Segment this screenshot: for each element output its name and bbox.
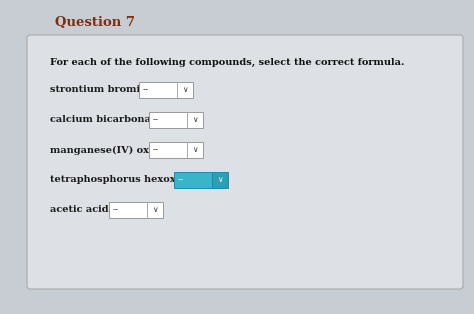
Text: --: -- <box>178 176 184 185</box>
Text: tetraphosphorus hexoxide: tetraphosphorus hexoxide <box>50 176 192 185</box>
Text: For each of the following compounds, select the correct formula.: For each of the following compounds, sel… <box>50 57 404 67</box>
Text: calcium bicarbonate: calcium bicarbonate <box>50 116 162 124</box>
Bar <box>109 202 163 218</box>
Text: --: -- <box>113 205 119 214</box>
Text: acetic acid: acetic acid <box>50 205 109 214</box>
Text: manganese(IV) oxide: manganese(IV) oxide <box>50 145 166 154</box>
Text: --: -- <box>143 85 149 95</box>
Bar <box>139 82 193 98</box>
Bar <box>174 172 212 188</box>
Text: Question 7: Question 7 <box>55 15 135 29</box>
Text: ∨: ∨ <box>192 116 198 124</box>
Text: --: -- <box>153 145 159 154</box>
Text: --: -- <box>153 116 159 124</box>
Text: ∨: ∨ <box>217 176 223 185</box>
Bar <box>149 142 203 158</box>
Text: strontium bromide: strontium bromide <box>50 85 153 95</box>
Text: ∨: ∨ <box>192 145 198 154</box>
Text: ∨: ∨ <box>182 85 188 95</box>
Bar <box>149 112 203 128</box>
FancyBboxPatch shape <box>27 35 463 289</box>
Text: ∨: ∨ <box>152 205 158 214</box>
Bar <box>212 172 228 188</box>
